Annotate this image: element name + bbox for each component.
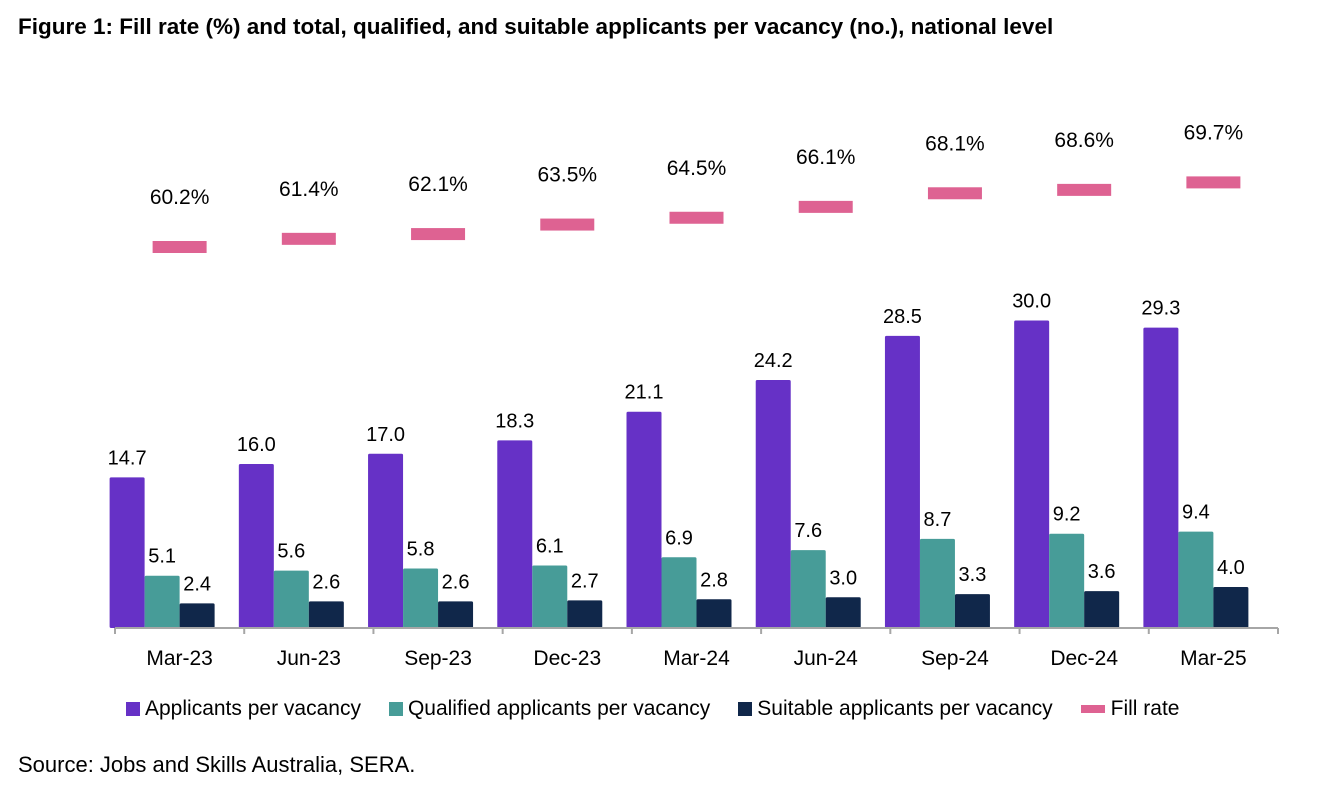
data-label-applicants-per-vacancy-dec-24: 30.0 — [1012, 291, 1051, 313]
x-tick-label-mar-25: Mar-25 — [1180, 647, 1247, 670]
data-label-applicants-per-vacancy-jun-23: 16.0 — [237, 434, 276, 456]
x-tick-label-jun-24: Jun-24 — [794, 647, 859, 670]
bar-qualified-applicants-per-vacancy-mar-23 — [144, 575, 180, 628]
bar-applicants-per-vacancy-sep-24 — [884, 335, 920, 628]
fill-rate-marker-sep-24 — [927, 187, 982, 200]
bar-applicants-per-vacancy-jun-24 — [755, 379, 791, 628]
x-tick-label-sep-23: Sep-23 — [404, 647, 472, 670]
bar-suitable-applicants-per-vacancy-sep-24 — [954, 594, 990, 628]
bar-qualified-applicants-per-vacancy-sep-24 — [919, 538, 955, 628]
fill-rate-marker-mar-23 — [152, 241, 207, 253]
source-note: Source: Jobs and Skills Australia, SERA. — [18, 752, 416, 777]
x-tick-label-dec-24: Dec-24 — [1050, 647, 1118, 670]
bar-suitable-applicants-per-vacancy-dec-23 — [567, 600, 603, 628]
data-label-suitable-applicants-per-vacancy-sep-23: 2.6 — [442, 571, 470, 593]
fill-rate-marker-dec-24 — [1057, 183, 1112, 196]
bar-applicants-per-vacancy-dec-23 — [497, 440, 533, 628]
legend-swatch-applicants — [126, 702, 140, 716]
data-label-suitable-applicants-per-vacancy-dec-24: 3.6 — [1088, 561, 1116, 583]
bar-suitable-applicants-per-vacancy-mar-24 — [696, 599, 732, 628]
bar-applicants-per-vacancy-jun-23 — [238, 464, 274, 628]
bar-qualified-applicants-per-vacancy-jun-24 — [790, 550, 826, 628]
bar-qualified-applicants-per-vacancy-jun-23 — [273, 570, 309, 628]
data-label-qualified-applicants-per-vacancy-mar-24: 6.9 — [665, 527, 693, 549]
data-label-qualified-applicants-per-vacancy-jun-24: 7.6 — [794, 520, 822, 542]
chart-canvas: 14.7 16.0 17.0 18.3 21.1 24.2 28.5 30.0 29.3 5.1 5… — [108, 121, 1279, 670]
data-label-qualified-applicants-per-vacancy-dec-23: 6.1 — [536, 535, 564, 557]
fill-rate-label-jun-23: 61.4% — [279, 178, 339, 201]
data-label-qualified-applicants-per-vacancy-dec-24: 9.2 — [1053, 504, 1081, 526]
legend-swatch-fill-rate — [1080, 705, 1105, 713]
legend-item-fill-rate: Fill rate — [1080, 697, 1180, 721]
bar-applicants-per-vacancy-sep-23 — [368, 453, 404, 628]
fill-rate-label-jun-24: 66.1% — [796, 146, 856, 169]
fill-rate-label-dec-24: 68.6% — [1054, 129, 1114, 152]
data-label-applicants-per-vacancy-sep-24: 28.5 — [883, 306, 922, 328]
fill-rate-label-dec-23: 63.5% — [538, 164, 598, 187]
data-label-qualified-applicants-per-vacancy-jun-23: 5.6 — [277, 541, 305, 563]
data-label-suitable-applicants-per-vacancy-jun-24: 3.0 — [829, 567, 857, 589]
data-label-applicants-per-vacancy-mar-23: 14.7 — [108, 447, 147, 469]
fill-rate-marker-mar-25 — [1186, 176, 1241, 189]
fill-rate-marker-mar-24 — [669, 211, 724, 224]
bar-qualified-applicants-per-vacancy-dec-24 — [1049, 533, 1085, 628]
legend-swatch-qualified — [388, 702, 403, 716]
bar-qualified-applicants-per-vacancy-mar-24 — [661, 557, 697, 628]
fill-rate-marker-dec-23 — [540, 218, 595, 231]
bar-applicants-per-vacancy-mar-24 — [626, 411, 662, 628]
legend-item-applicants: Applicants per vacancy — [126, 697, 361, 721]
bar-qualified-applicants-per-vacancy-sep-23 — [403, 568, 439, 628]
bar-qualified-applicants-per-vacancy-mar-25 — [1178, 531, 1214, 628]
bar-qualified-applicants-per-vacancy-dec-23 — [532, 565, 568, 628]
legend-item-qualified: Qualified applicants per vacancy — [388, 697, 711, 721]
x-tick-label-dec-23: Dec-23 — [533, 647, 601, 670]
x-tick-label-sep-24: Sep-24 — [921, 647, 989, 670]
data-label-suitable-applicants-per-vacancy-mar-25: 4.0 — [1217, 557, 1245, 579]
data-label-applicants-per-vacancy-dec-23: 18.3 — [495, 410, 534, 432]
legend-label-suitable: Suitable applicants per vacancy — [757, 697, 1053, 720]
data-label-applicants-per-vacancy-mar-25: 29.3 — [1141, 298, 1180, 320]
fill-rate-marker-jun-24 — [798, 200, 853, 213]
data-label-suitable-applicants-per-vacancy-mar-23: 2.4 — [183, 573, 211, 595]
legend-item-suitable: Suitable applicants per vacancy — [738, 697, 1053, 721]
bar-applicants-per-vacancy-mar-23 — [109, 477, 145, 628]
data-label-suitable-applicants-per-vacancy-dec-23: 2.7 — [571, 570, 599, 592]
bar-applicants-per-vacancy-mar-25 — [1143, 327, 1179, 628]
legend-label-qualified: Qualified applicants per vacancy — [407, 697, 711, 720]
data-label-qualified-applicants-per-vacancy-sep-23: 5.8 — [407, 539, 435, 561]
bar-suitable-applicants-per-vacancy-dec-24 — [1084, 591, 1120, 628]
data-label-qualified-applicants-per-vacancy-mar-23: 5.1 — [148, 546, 176, 568]
legend: Applicants per vacancy Qualified applica… — [126, 697, 1180, 721]
data-label-suitable-applicants-per-vacancy-jun-23: 2.6 — [312, 571, 340, 593]
chart-title: Figure 1: Fill rate (%) and total, quali… — [18, 14, 1054, 39]
fill-rate-label-mar-25: 69.7% — [1184, 121, 1244, 144]
data-label-qualified-applicants-per-vacancy-mar-25: 9.4 — [1182, 502, 1210, 524]
fill-rate-label-mar-23: 60.2% — [150, 186, 210, 209]
fill-rate-label-sep-24: 68.1% — [925, 132, 985, 155]
x-tick-label-jun-23: Jun-23 — [277, 647, 341, 670]
data-label-applicants-per-vacancy-jun-24: 24.2 — [754, 350, 793, 372]
x-tick-label-mar-23: Mar-23 — [146, 647, 213, 670]
bar-applicants-per-vacancy-dec-24 — [1014, 320, 1050, 628]
fill-rate-label-sep-23: 62.1% — [408, 173, 468, 196]
data-label-qualified-applicants-per-vacancy-sep-24: 8.7 — [924, 509, 952, 531]
legend-label-applicants: Applicants per vacancy — [145, 697, 361, 720]
data-label-applicants-per-vacancy-sep-23: 17.0 — [366, 424, 405, 446]
legend-label-fill-rate: Fill rate — [1110, 697, 1180, 720]
fill-rate-label-mar-24: 64.5% — [667, 157, 727, 180]
fill-rate-marker-sep-23 — [411, 228, 466, 241]
bar-suitable-applicants-per-vacancy-jun-23 — [308, 601, 344, 628]
bar-suitable-applicants-per-vacancy-sep-23 — [438, 601, 474, 628]
data-label-suitable-applicants-per-vacancy-mar-24: 2.8 — [700, 569, 728, 591]
legend-swatch-suitable — [738, 702, 753, 716]
bar-suitable-applicants-per-vacancy-mar-25 — [1213, 587, 1249, 628]
fill-rate-marker-jun-23 — [281, 232, 336, 245]
bar-suitable-applicants-per-vacancy-mar-23 — [179, 603, 215, 628]
x-tick-label-mar-24: Mar-24 — [663, 647, 730, 670]
data-label-applicants-per-vacancy-mar-24: 21.1 — [625, 382, 664, 404]
data-label-suitable-applicants-per-vacancy-sep-24: 3.3 — [959, 564, 987, 586]
bar-suitable-applicants-per-vacancy-jun-24 — [825, 597, 861, 628]
